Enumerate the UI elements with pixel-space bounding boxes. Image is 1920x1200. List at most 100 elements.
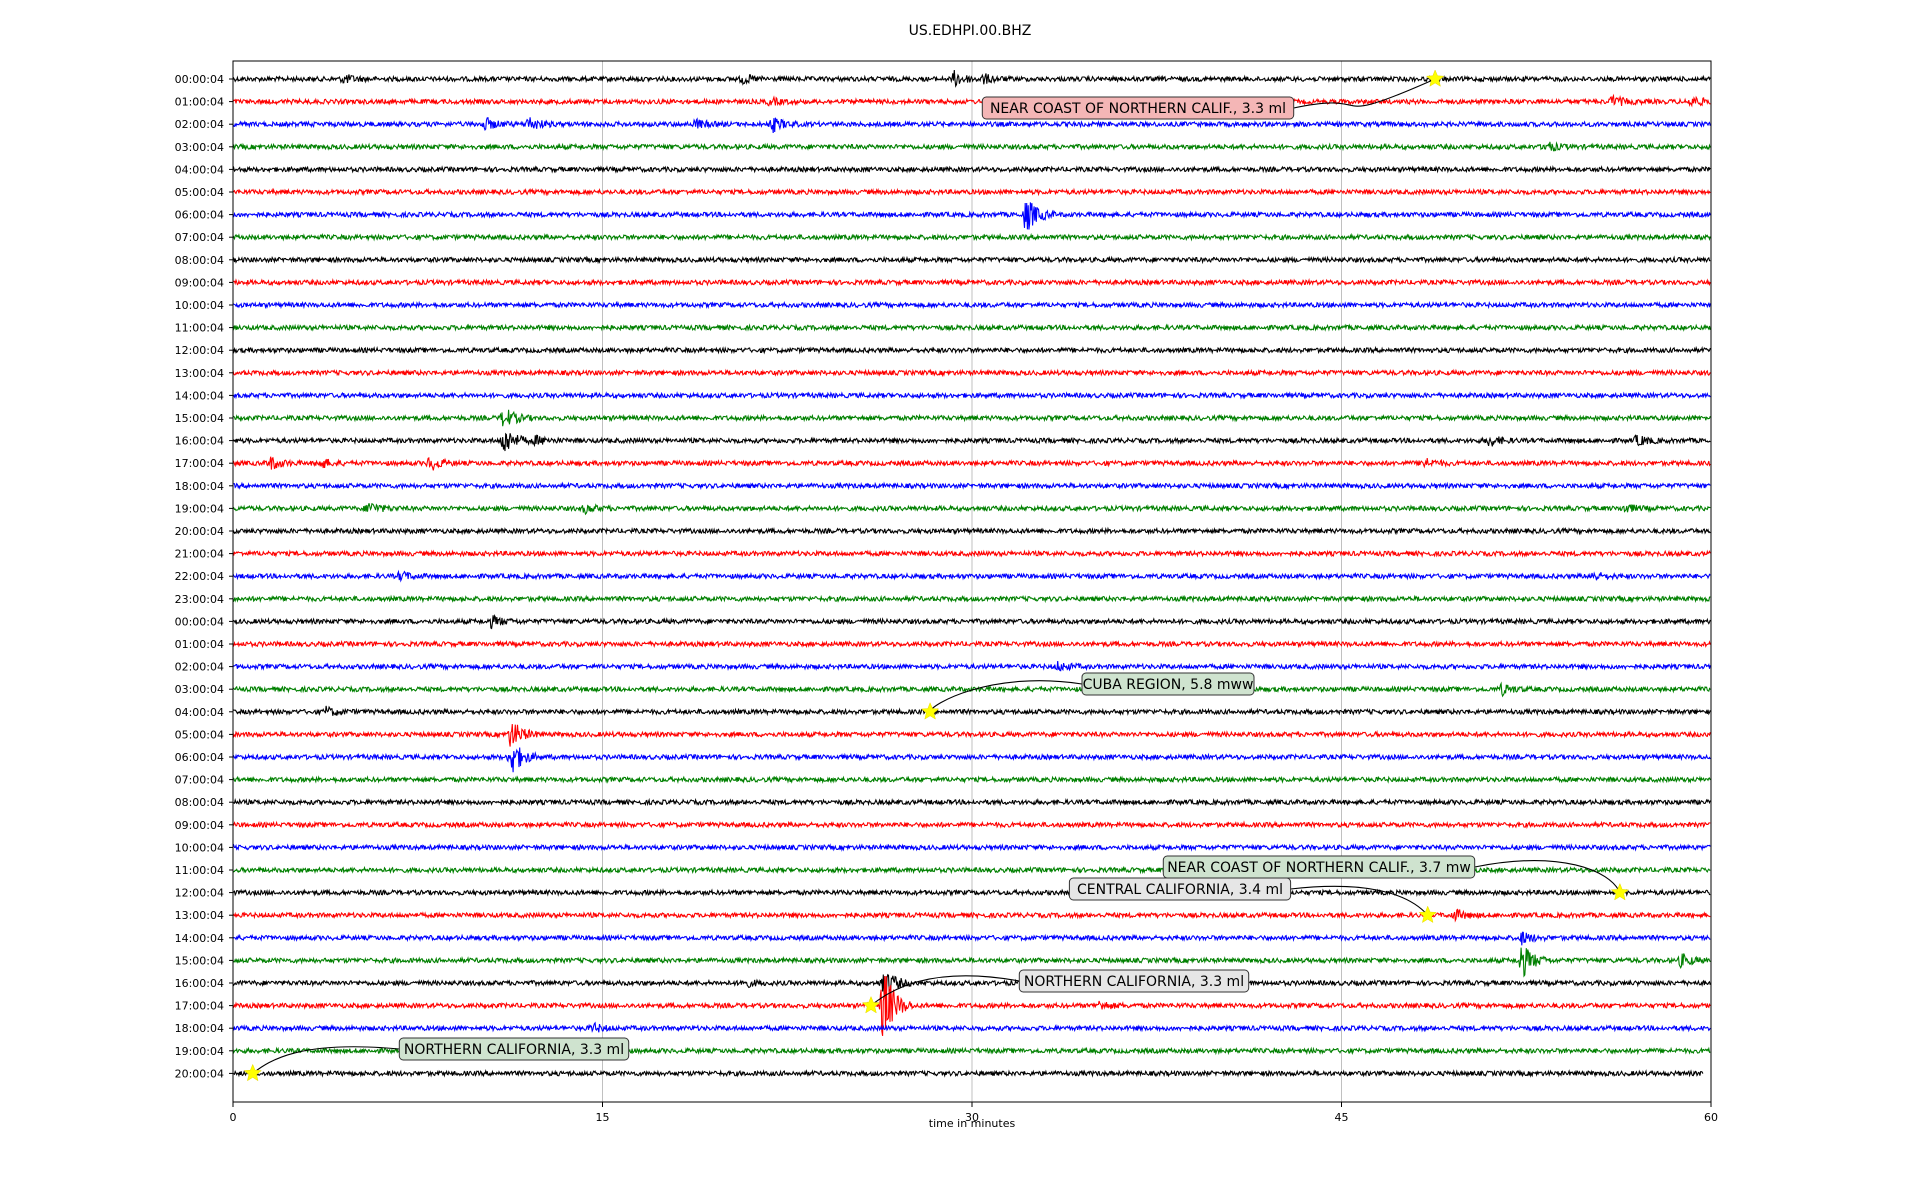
event-label: NORTHERN CALIFORNIA, 3.3 ml xyxy=(404,1042,624,1058)
row-label: 14:00:04 xyxy=(175,932,224,945)
row-label: 06:00:04 xyxy=(175,209,224,222)
seismic-trace xyxy=(232,117,1711,134)
row-label: 06:00:04 xyxy=(175,751,224,764)
seismic-trace xyxy=(233,202,1711,230)
row-label: 16:00:04 xyxy=(175,435,224,448)
seismic-trace xyxy=(232,549,1711,559)
seismic-trace xyxy=(232,973,1711,997)
seismic-trace xyxy=(232,323,1711,332)
row-label: 11:00:04 xyxy=(175,322,224,335)
row-label: 19:00:04 xyxy=(175,502,224,515)
row-label: 21:00:04 xyxy=(175,548,224,561)
row-label: 13:00:04 xyxy=(175,909,224,922)
seismic-trace xyxy=(232,724,1711,747)
event-label: CUBA REGION, 5.8 mww xyxy=(1083,677,1254,693)
seismic-trace xyxy=(232,456,1711,471)
row-label: 16:00:04 xyxy=(175,977,224,990)
seismic-trace xyxy=(232,368,1711,378)
row-label: 18:00:04 xyxy=(175,480,224,493)
seismic-trace xyxy=(232,409,1711,427)
seismic-trace xyxy=(232,232,1711,242)
seismic-trace xyxy=(232,747,1711,773)
event-connector xyxy=(870,975,1020,1007)
event-label: NORTHERN CALIFORNIA, 3.3 ml xyxy=(1024,974,1244,990)
x-tick-label: 45 xyxy=(1335,1111,1349,1124)
event-label-box xyxy=(981,96,1295,120)
row-label: 12:00:04 xyxy=(175,887,224,900)
row-label: 07:00:04 xyxy=(175,231,224,244)
seismic-trace xyxy=(232,820,1711,830)
row-label: 02:00:04 xyxy=(175,118,224,131)
seismic-trace xyxy=(232,278,1711,287)
row-label: 13:00:04 xyxy=(175,367,224,380)
row-label: 18:00:04 xyxy=(175,1022,224,1035)
seismic-trace xyxy=(232,93,1711,108)
seismic-trace xyxy=(232,569,1711,583)
x-tick-label: 30 xyxy=(965,1111,979,1124)
event-connector xyxy=(252,1046,400,1074)
seismic-trace xyxy=(232,432,1711,452)
row-label: 22:00:04 xyxy=(175,570,224,583)
row-label: 09:00:04 xyxy=(175,819,224,832)
event-connector xyxy=(929,680,1083,713)
event-annotations: NEAR COAST OF NORTHERN CALIF., 3.3 ml CUB… xyxy=(243,69,1630,1082)
row-label: 04:00:04 xyxy=(175,163,224,176)
event-label-box xyxy=(398,1037,630,1061)
row-label: 14:00:04 xyxy=(175,389,224,402)
x-tick-label: 60 xyxy=(1704,1111,1718,1124)
seismic-trace xyxy=(232,1069,1704,1078)
seismic-trace xyxy=(232,775,1711,785)
row-label: 15:00:04 xyxy=(175,412,224,425)
row-label: 11:00:04 xyxy=(175,864,224,877)
seismic-trace xyxy=(232,908,1711,923)
plot-frame xyxy=(232,60,1712,1103)
row-label: 19:00:04 xyxy=(175,1045,224,1058)
event-connector xyxy=(1293,78,1436,109)
row-label: 09:00:04 xyxy=(175,276,224,289)
event-star-marker xyxy=(1610,882,1630,901)
event-label: CENTRAL CALIFORNIA, 3.4 ml xyxy=(1077,882,1283,898)
seismic-trace xyxy=(232,681,1711,698)
seismic-trace xyxy=(232,141,1711,152)
seismic-trace xyxy=(232,931,1711,946)
event-star-marker xyxy=(1425,69,1445,87)
row-label: 12:00:04 xyxy=(175,344,224,357)
row-label: 10:00:04 xyxy=(175,841,224,854)
event-star-marker xyxy=(1418,905,1437,924)
row-label: 07:00:04 xyxy=(175,774,224,787)
seismic-trace xyxy=(232,1021,1711,1033)
row-labels: 00:00:04 01:00:04 02:00:04 03:00:04 04:00:04… xyxy=(175,73,233,1080)
row-label: 08:00:04 xyxy=(175,254,224,267)
seismic-trace xyxy=(232,947,1711,978)
seismic-trace xyxy=(232,391,1711,400)
event-label: NEAR COAST OF NORTHERN CALIF., 3.3 ml xyxy=(990,101,1286,117)
seismic-trace xyxy=(232,345,1711,355)
event-star-marker xyxy=(920,702,940,720)
seismic-trace xyxy=(232,594,1711,604)
row-label: 20:00:04 xyxy=(175,525,224,538)
row-label: 05:00:04 xyxy=(175,186,224,199)
row-label: 01:00:04 xyxy=(175,96,224,109)
seismic-trace xyxy=(232,255,1711,265)
x-axis-ticks: 0 15 30 45 60 xyxy=(230,1102,1718,1124)
chart-title: US.EDHPI.00.BHZ xyxy=(909,23,1032,39)
seismic-trace xyxy=(232,797,1711,807)
seismic-trace xyxy=(232,70,1711,88)
seismic-trace xyxy=(232,843,1711,852)
row-label: 04:00:04 xyxy=(175,706,224,719)
row-label: 17:00:04 xyxy=(175,457,224,470)
row-label: 05:00:04 xyxy=(175,728,224,741)
x-axis-label: time in minutes xyxy=(929,1117,1016,1130)
row-label: 17:00:04 xyxy=(175,1000,224,1013)
row-label: 02:00:04 xyxy=(175,661,224,674)
seismic-trace xyxy=(232,639,1711,649)
seismic-trace xyxy=(232,526,1711,536)
seismic-trace xyxy=(232,613,1711,630)
event-label-box xyxy=(1162,855,1476,879)
seismic-trace xyxy=(232,481,1711,491)
event-label-box xyxy=(1081,672,1255,696)
seismic-trace xyxy=(232,503,1711,516)
row-label: 15:00:04 xyxy=(175,954,224,967)
event-connector xyxy=(1290,885,1429,916)
